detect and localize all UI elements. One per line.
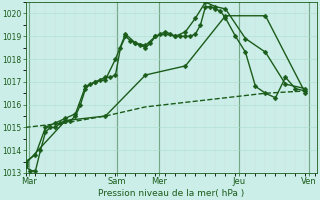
X-axis label: Pression niveau de la mer( hPa ): Pression niveau de la mer( hPa ) bbox=[98, 189, 244, 198]
